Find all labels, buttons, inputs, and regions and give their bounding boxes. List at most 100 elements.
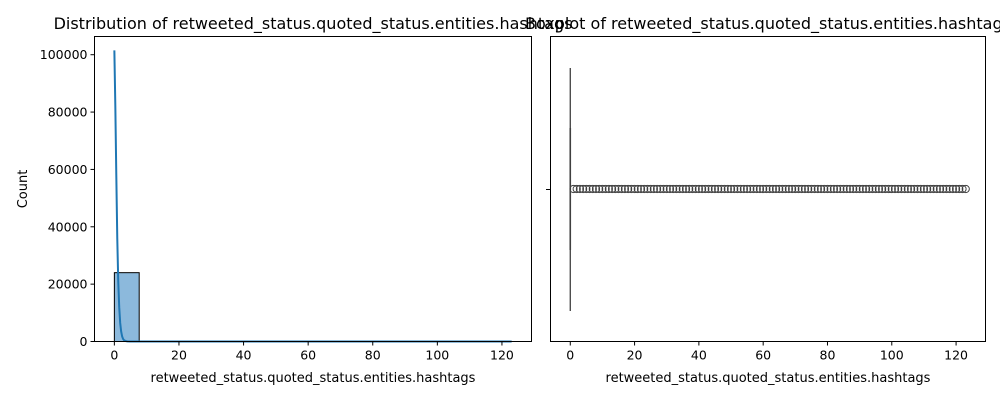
outlier-point [649,184,658,194]
outlier-point [633,184,642,194]
x-tick-label: 80 [820,348,836,363]
outlier-point [910,184,919,194]
outlier-point [685,184,694,194]
outlier-point [643,184,652,194]
outlier-point [939,184,948,194]
outlier-point [759,184,768,194]
outlier-point [858,184,867,194]
outlier-point [894,184,903,194]
outlier-point [720,184,729,194]
outlier-point [675,184,684,194]
outlier-point [903,184,912,194]
outlier-point [765,184,774,194]
outlier-point [958,184,967,194]
outlier-point [688,184,697,194]
outlier-point [849,184,858,194]
outlier-point [669,184,678,194]
outlier-point [951,184,961,194]
outlier-point [746,184,755,194]
histogram-title: Distribution of retweeted_status.quoted_… [54,14,573,34]
outlier-point [884,184,893,194]
y-tick-label: 80000 [48,105,88,120]
outlier-point [701,184,710,194]
outlier-point [890,184,900,194]
outlier-point [778,184,787,194]
outlier-point [636,184,646,194]
outlier-point [948,184,957,194]
outlier-point [929,184,938,194]
outlier-point [887,184,896,194]
outlier-point [878,184,887,194]
boxplot-panel: Boxplot of retweeted_status.quoted_statu… [525,14,1000,386]
outlier-point [775,184,784,194]
outlier-point [710,184,720,194]
outlier-point [871,184,880,194]
outlier-point [588,184,597,194]
boxplot-outliers [569,184,970,194]
outlier-point [678,184,687,194]
outlier-point [585,184,594,194]
outlier-point [665,184,675,194]
outlier-point [614,184,623,194]
x-tick-label: 100 [880,348,904,363]
outlier-point [652,184,662,194]
outlier-point [575,184,585,194]
outlier-point [672,184,681,194]
y-tick-label: 100000 [40,47,88,62]
outlier-point [659,184,668,194]
outlier-point [833,184,842,194]
outlier-point [932,184,941,194]
outlier-point [881,184,890,194]
x-tick-label: 40 [691,348,707,363]
outlier-point [656,184,665,194]
outlier-point [771,184,781,194]
outlier-point [961,184,970,194]
y-tick-label: 20000 [48,277,88,292]
outlier-point [788,184,797,194]
outlier-point [845,184,855,194]
outlier-point [723,184,732,194]
outlier-point [900,184,909,194]
outlier-point [730,184,739,194]
outlier-point [852,184,861,194]
x-tick-label: 120 [944,348,968,363]
outlier-point [620,184,630,194]
outlier-point [829,184,839,194]
outlier-point [800,184,810,194]
outlier-point [743,184,752,194]
histogram-y-axis-label: Count [16,170,31,209]
outlier-point [755,184,765,194]
outlier-point [865,184,874,194]
outlier-point [923,184,932,194]
outlier-point [781,184,790,194]
y-tick-label: 40000 [48,219,88,234]
outlier-point [784,184,793,194]
y-tick-label: 0 [80,334,88,349]
outlier-point [598,184,607,194]
boxplot-title: Boxplot of retweeted_status.quoted_statu… [525,14,1000,34]
outlier-point [630,184,639,194]
boxplot-x-axis-label: retweeted_status.quoted_status.entities.… [606,371,931,386]
outlier-point [646,184,655,194]
histogram-bars [113,272,513,343]
outlier-point [627,184,636,194]
outlier-point [662,184,671,194]
outlier-point [733,184,742,194]
histogram-axes-frame [94,36,532,342]
x-tick-label: 100 [425,348,449,363]
outlier-point [826,184,835,194]
outlier-point [617,184,626,194]
outlier-point [768,184,777,194]
outlier-point [794,184,803,194]
outlier-point [813,184,822,194]
x-tick-label: 120 [490,348,514,363]
outlier-point [897,184,906,194]
x-tick-label: 60 [755,348,771,363]
outlier-point [640,184,649,194]
outlier-point [804,184,813,194]
x-tick-label: 0 [110,348,118,363]
outlier-point [874,184,884,194]
x-tick-label: 40 [236,348,252,363]
outlier-point [607,184,617,194]
